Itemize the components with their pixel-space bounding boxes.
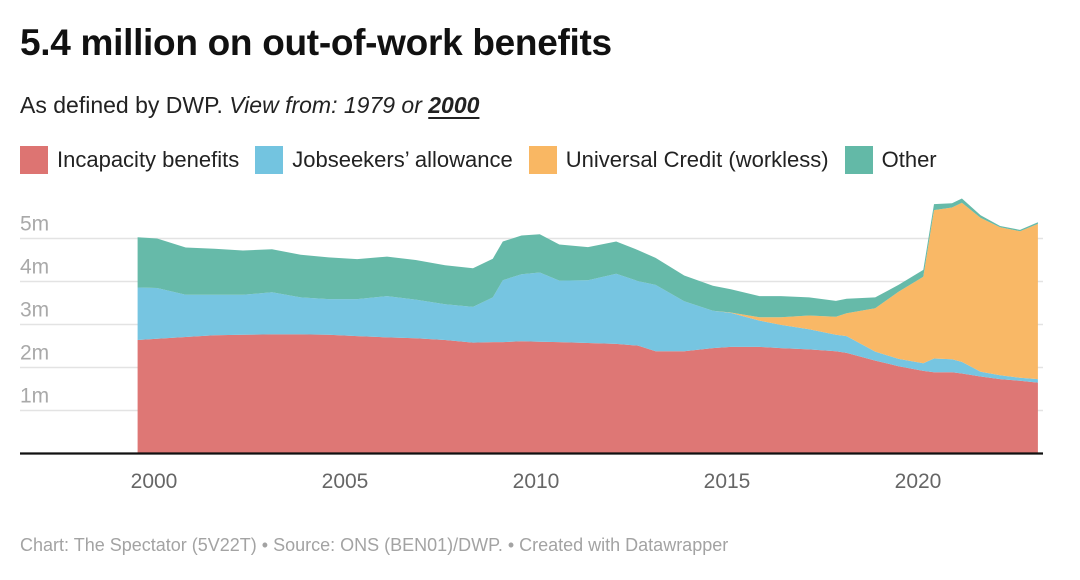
area-incapacity-benefits[interactable]: [137, 334, 1038, 454]
legend-item-jsa: Jobseekers’ allowance: [255, 146, 513, 174]
legend-label: Universal Credit (workless): [565, 147, 829, 172]
chart-subtitle: As defined by DWP. View from: 1979 or 20…: [20, 92, 479, 119]
area-universal-credit-workless[interactable]: [137, 202, 1038, 380]
view-from-2000-link[interactable]: 2000: [428, 92, 480, 118]
view-from-label: View from:: [229, 92, 338, 118]
legend: Incapacity benefits Jobseekers’ allowanc…: [20, 146, 953, 174]
legend-swatch: [844, 146, 873, 174]
x-tick-label: 2015: [704, 470, 751, 493]
x-tick-label: 2010: [513, 470, 560, 493]
x-tick-label: 2020: [895, 470, 942, 493]
x-tick-label: 2000: [131, 470, 178, 493]
area-other[interactable]: [137, 198, 1038, 318]
chart-title: 5.4 million on out-of-work benefits: [20, 22, 612, 63]
legend-item-other: Other: [844, 146, 937, 174]
legend-item-incapacity: Incapacity benefits: [20, 146, 239, 174]
legend-item-uc: Universal Credit (workless): [528, 146, 829, 174]
area-jobseekers-allowance[interactable]: [137, 272, 1038, 383]
chart-footer: Chart: The Spectator (5V22T) • Source: O…: [20, 535, 729, 555]
area-layers: [137, 198, 1038, 454]
legend-label: Incapacity benefits: [57, 147, 240, 172]
legend-swatch: [528, 146, 557, 174]
or-label: or: [401, 92, 422, 118]
y-tick-label: 3m: [20, 299, 49, 322]
legend-swatch: [20, 146, 48, 174]
legend-label: Other: [881, 147, 937, 172]
y-tick-label: 2m: [20, 342, 49, 365]
legend-label: Jobseekers’ allowance: [292, 147, 513, 172]
view-from-1979-link[interactable]: 1979: [343, 92, 396, 118]
y-tick-label: 4m: [20, 256, 49, 279]
legend-swatch: [255, 146, 284, 174]
x-axis-labels: 2000 2005 2010 2015 2020: [131, 470, 942, 493]
y-axis-labels: 1m 2m 3m 4m 5m: [20, 213, 49, 408]
x-tick-label: 2005: [322, 470, 369, 493]
subtitle-prefix: As defined by DWP.: [20, 92, 223, 118]
y-tick-label: 1m: [20, 385, 49, 408]
y-tick-label: 5m: [20, 213, 49, 236]
